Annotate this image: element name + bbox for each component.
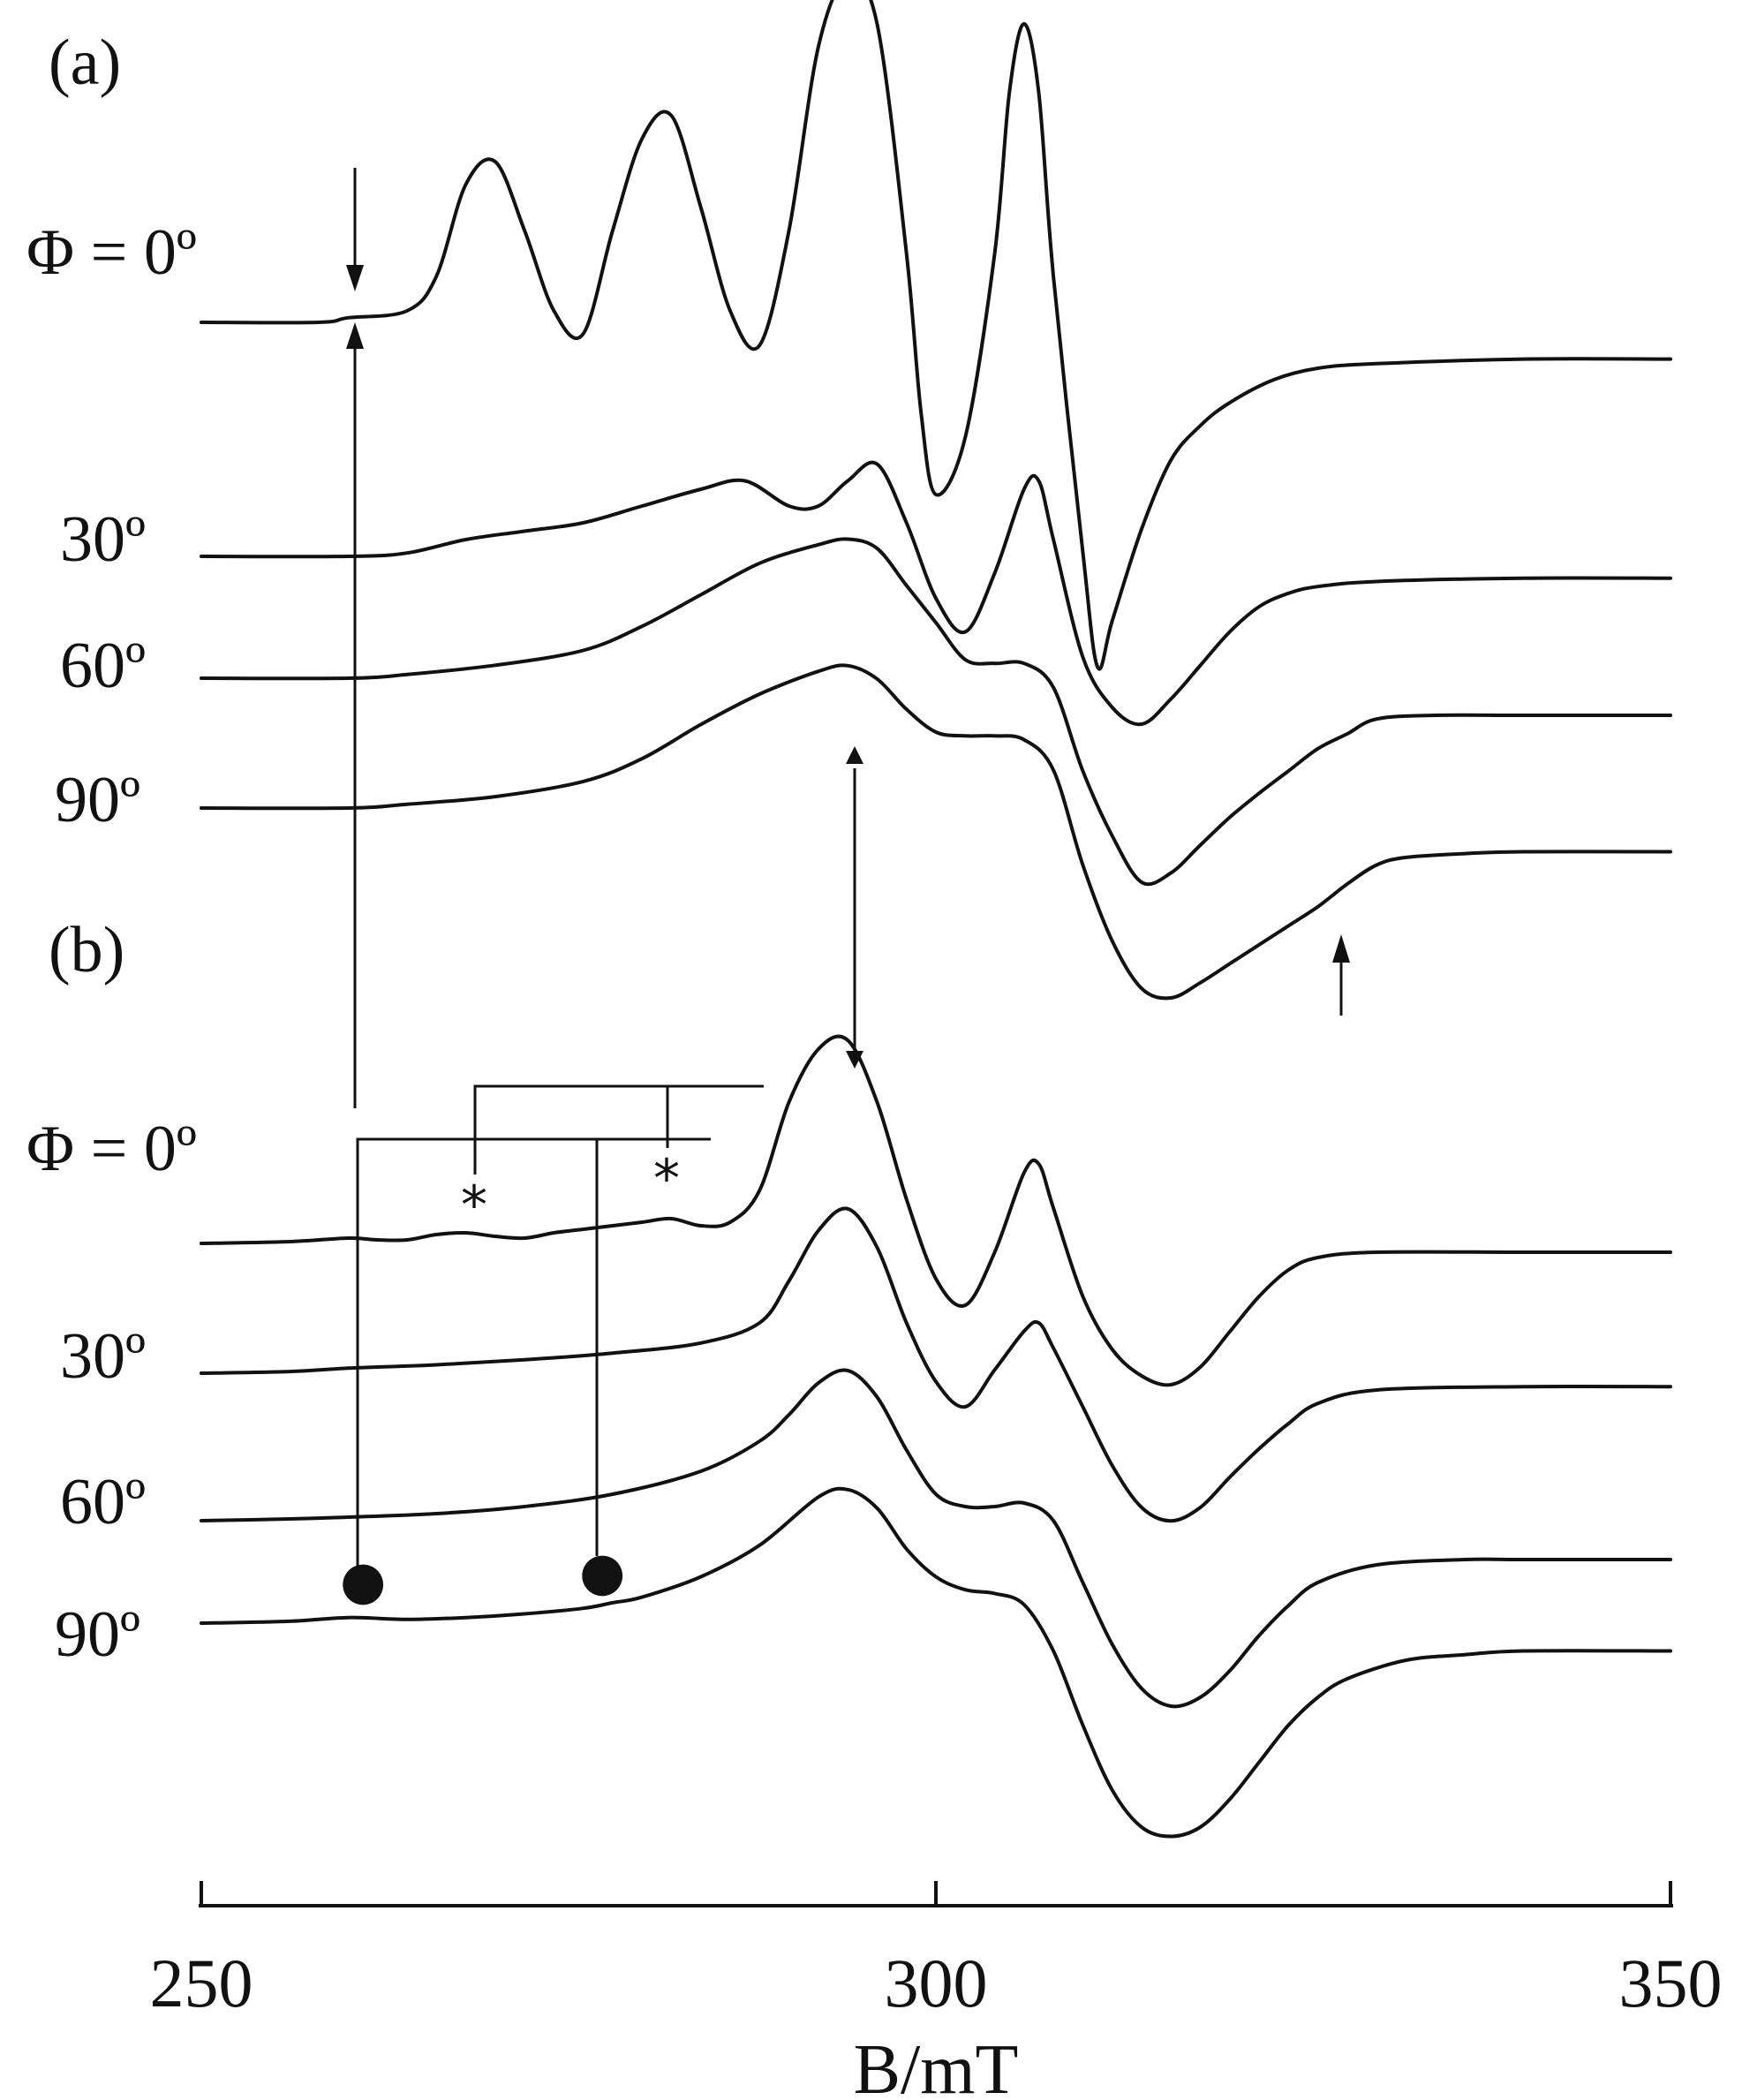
star-marker-2: * [653, 1148, 680, 1210]
trace-b-0 [200, 1034, 1672, 1387]
trace-a-1 [200, 460, 1672, 727]
arrow-up-328-head [1332, 934, 1350, 963]
trace-b-3 [200, 1486, 1672, 1839]
spectrum-traces [200, 0, 1672, 1839]
panel-a-label: (a) [49, 26, 121, 99]
x-tick-label-250: 250 [150, 1945, 253, 2021]
long-arrow-260-head [346, 322, 364, 349]
a-label-90: 90º [55, 764, 140, 836]
arrow-down-260-head [346, 265, 364, 291]
a-label-0: Φ = 0º [26, 216, 197, 289]
x-tick-label-300: 300 [885, 1945, 988, 2021]
trace-b-1 [200, 1206, 1672, 1523]
annotations: * * ● ● [340, 168, 1350, 1612]
trace-a-2 [200, 537, 1672, 887]
x-axis-title: B/mT [854, 2031, 1019, 2100]
dot-bracket [356, 1137, 711, 1572]
star-bracket [473, 1084, 764, 1175]
x-axis: 250 300 350 B/mT [150, 1881, 1723, 2100]
trace-a-3 [200, 663, 1672, 1001]
b-label-0: Φ = 0º [26, 1113, 197, 1185]
x-tick-label-350: 350 [1619, 1945, 1723, 2021]
star-marker-1: * [461, 1175, 487, 1236]
b-label-30: 30º [60, 1320, 146, 1393]
b-label-90: 90º [55, 1598, 140, 1671]
b-label-60: 60º [60, 1466, 146, 1538]
dot-marker-2: ● [579, 1541, 625, 1603]
a-label-30: 30º [60, 503, 146, 576]
trace-a-0 [200, 0, 1672, 671]
trace-b-2 [200, 1368, 1672, 1709]
dot-marker-1: ● [340, 1550, 386, 1612]
a-label-60: 60º [60, 630, 146, 702]
double-arrow-295-down [846, 1051, 863, 1069]
double-arrow-295-up [846, 746, 863, 764]
panel-b-label: (b) [49, 914, 124, 986]
